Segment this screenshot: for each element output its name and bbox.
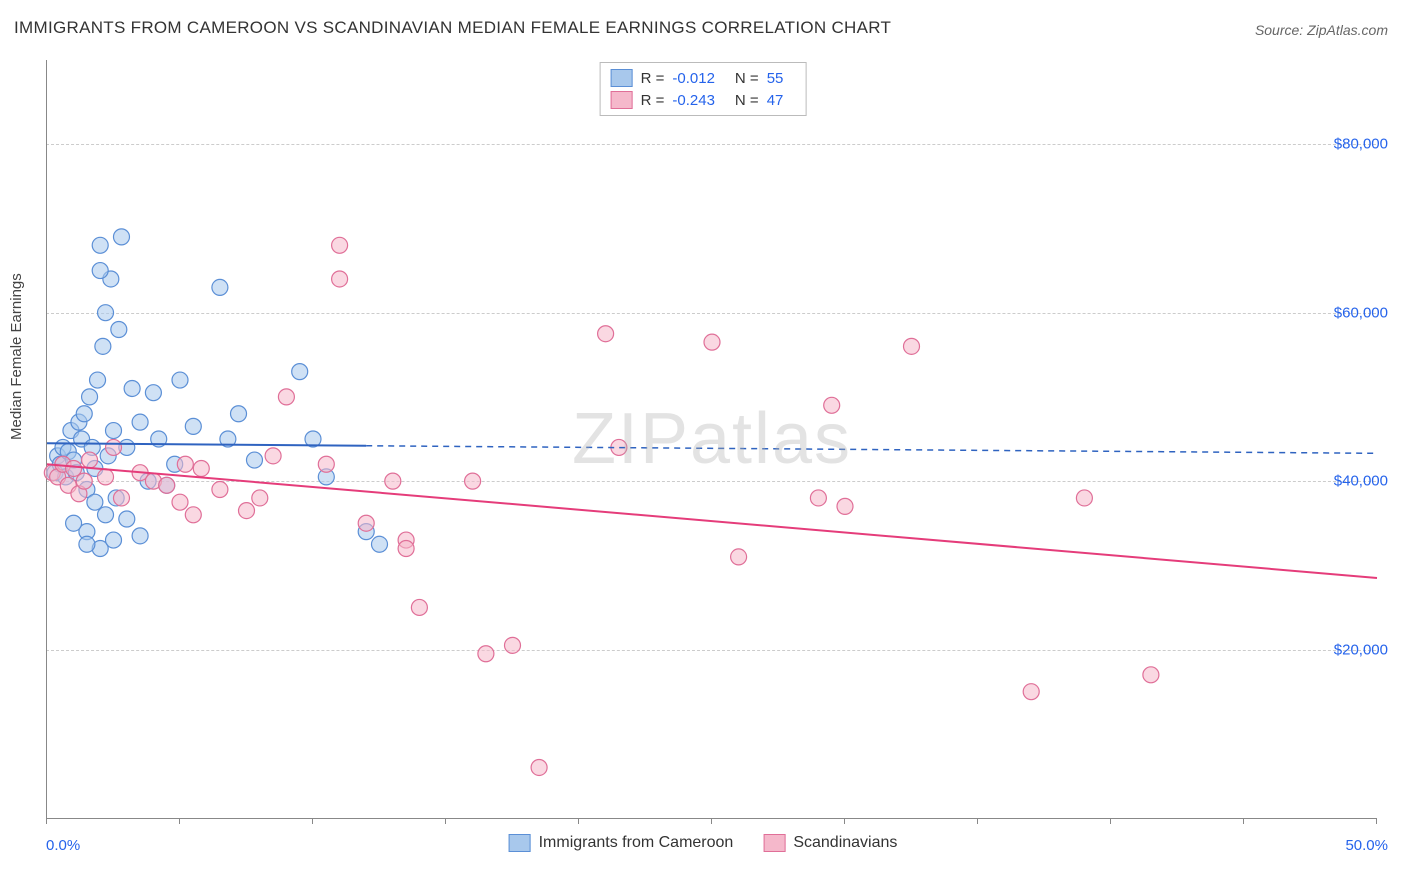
- scatter-point: [332, 271, 348, 287]
- scatter-point: [113, 229, 129, 245]
- scatter-point: [332, 237, 348, 253]
- plot-area: ZIPatlas: [46, 60, 1377, 819]
- scatter-point: [212, 279, 228, 295]
- legend-stats: R = -0.012 N = 55 R = -0.243 N = 47: [600, 62, 807, 116]
- scatter-point: [124, 380, 140, 396]
- legend-n-value-1: 47: [767, 92, 784, 109]
- scatter-point: [1023, 684, 1039, 700]
- scatter-point: [92, 263, 108, 279]
- scatter-point: [824, 397, 840, 413]
- legend-n-value-0: 55: [767, 70, 784, 87]
- legend-n-label: N =: [735, 70, 759, 87]
- scatter-point: [1076, 490, 1092, 506]
- scatter-point: [106, 439, 122, 455]
- scatter-point: [82, 452, 98, 468]
- scatter-point: [111, 322, 127, 338]
- scatter-point: [113, 490, 129, 506]
- scatter-point: [292, 364, 308, 380]
- scatter-point: [411, 599, 427, 615]
- scatter-point: [185, 418, 201, 434]
- scatter-point: [810, 490, 826, 506]
- scatter-point: [246, 452, 262, 468]
- scatter-point: [904, 338, 920, 354]
- scatter-point: [106, 532, 122, 548]
- scatter-point: [106, 423, 122, 439]
- legend-series-item-1: Scandinavians: [763, 834, 897, 852]
- legend-stats-row-0: R = -0.012 N = 55: [611, 67, 796, 89]
- y-axis-label: Median Female Earnings: [8, 273, 25, 440]
- scatter-point: [172, 372, 188, 388]
- scatter-point: [98, 507, 114, 523]
- scatter-point: [185, 507, 201, 523]
- legend-series: Immigrants from Cameroon Scandinavians: [501, 834, 906, 852]
- legend-series-item-0: Immigrants from Cameroon: [509, 834, 734, 852]
- scatter-point: [465, 473, 481, 489]
- scatter-point: [132, 528, 148, 544]
- scatter-point: [318, 456, 334, 472]
- scatter-point: [265, 448, 281, 464]
- scatter-point: [177, 456, 193, 472]
- legend-swatch-bottom-0: [509, 834, 531, 852]
- scatter-point: [239, 503, 255, 519]
- scatter-point: [172, 494, 188, 510]
- scatter-point: [98, 305, 114, 321]
- scatter-point: [95, 338, 111, 354]
- legend-r-value-0: -0.012: [672, 70, 715, 87]
- scatter-point: [119, 511, 135, 527]
- legend-swatch-bottom-1: [763, 834, 785, 852]
- scatter-point: [66, 515, 82, 531]
- scatter-point: [231, 406, 247, 422]
- scatter-point: [92, 237, 108, 253]
- scatter-point: [731, 549, 747, 565]
- legend-swatch-1: [611, 91, 633, 109]
- x-tick-min: 0.0%: [46, 837, 80, 854]
- legend-stats-row-1: R = -0.243 N = 47: [611, 89, 796, 111]
- scatter-svg: [47, 60, 1377, 818]
- scatter-point: [478, 646, 494, 662]
- scatter-point: [79, 536, 95, 552]
- regression-extrapolation: [366, 446, 1377, 454]
- legend-n-label: N =: [735, 92, 759, 109]
- scatter-point: [87, 494, 103, 510]
- legend-r-label: R =: [641, 92, 665, 109]
- scatter-point: [704, 334, 720, 350]
- x-tick-max: 50.0%: [1345, 837, 1388, 854]
- scatter-point: [82, 389, 98, 405]
- scatter-point: [1143, 667, 1159, 683]
- legend-series-label-1: Scandinavians: [793, 834, 897, 852]
- scatter-point: [531, 759, 547, 775]
- scatter-point: [505, 637, 521, 653]
- source-label: Source: ZipAtlas.com: [1255, 22, 1388, 38]
- legend-r-label: R =: [641, 70, 665, 87]
- legend-swatch-0: [611, 69, 633, 87]
- scatter-point: [212, 482, 228, 498]
- scatter-point: [90, 372, 106, 388]
- scatter-point: [159, 477, 175, 493]
- correlation-chart: IMMIGRANTS FROM CAMEROON VS SCANDINAVIAN…: [0, 0, 1406, 892]
- scatter-point: [193, 460, 209, 476]
- scatter-point: [837, 498, 853, 514]
- scatter-point: [598, 326, 614, 342]
- scatter-point: [145, 385, 161, 401]
- scatter-point: [98, 469, 114, 485]
- scatter-point: [358, 515, 374, 531]
- scatter-point: [252, 490, 268, 506]
- chart-title: IMMIGRANTS FROM CAMEROON VS SCANDINAVIAN…: [14, 18, 891, 38]
- scatter-point: [76, 406, 92, 422]
- regression-line: [47, 464, 1377, 578]
- legend-series-label-0: Immigrants from Cameroon: [539, 834, 734, 852]
- scatter-point: [66, 460, 82, 476]
- scatter-point: [385, 473, 401, 489]
- scatter-point: [132, 414, 148, 430]
- scatter-point: [372, 536, 388, 552]
- legend-r-value-1: -0.243: [672, 92, 715, 109]
- scatter-point: [278, 389, 294, 405]
- scatter-point: [398, 540, 414, 556]
- scatter-point: [76, 473, 92, 489]
